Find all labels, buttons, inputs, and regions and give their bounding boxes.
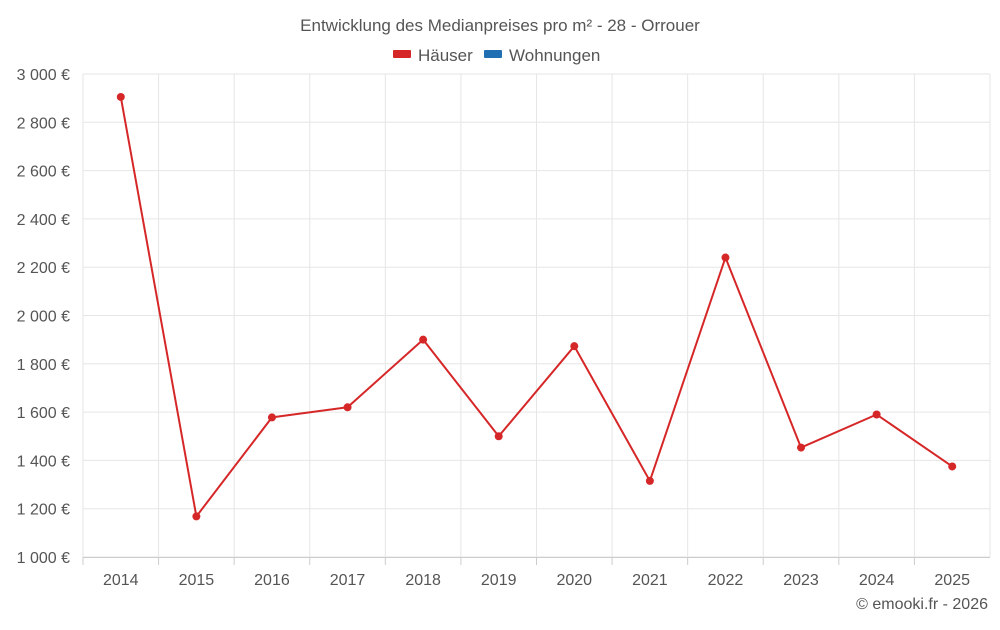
y-tick-label: 2 600 €	[17, 164, 70, 181]
data-point[interactable]	[494, 432, 503, 441]
x-tick-label: 2018	[405, 572, 441, 589]
credit-text: © emooki.fr - 2026	[856, 596, 988, 613]
series-haeuser	[116, 92, 957, 521]
x-tick-label: 2016	[254, 572, 290, 589]
x-tick-label: 2021	[632, 572, 668, 589]
legend-swatch-haeuser	[393, 50, 411, 58]
x-tick-label: 2015	[179, 572, 215, 589]
y-tick-label: 2 000 €	[17, 309, 70, 326]
legend-swatch-wohnungen	[484, 50, 502, 58]
x-tick-label: 2024	[859, 572, 895, 589]
x-tick-label: 2014	[103, 572, 139, 589]
legend-label-wohnungen: Wohnungen	[509, 46, 600, 65]
data-point[interactable]	[192, 512, 201, 521]
series-line	[119, 96, 953, 518]
y-tick-label: 3 000 €	[17, 67, 70, 84]
y-tick-label: 1 800 €	[17, 357, 70, 374]
data-point[interactable]	[570, 342, 579, 351]
legend-item-haeuser[interactable]: Häuser	[393, 46, 473, 65]
y-tick-label: 2 800 €	[17, 115, 70, 132]
y-tick-label: 1 400 €	[17, 453, 70, 470]
data-point[interactable]	[267, 413, 276, 422]
data-point[interactable]	[872, 410, 881, 419]
x-tick-label: 2022	[708, 572, 744, 589]
x-tick-label: 2017	[330, 572, 366, 589]
legend-item-wohnungen[interactable]: Wohnungen	[484, 46, 600, 65]
data-point[interactable]	[645, 476, 654, 485]
data-point[interactable]	[948, 462, 957, 471]
x-tick-label: 2020	[556, 572, 592, 589]
axes: 1 000 € 1 200 € 1 400 € 1 600 € 1 800 € 2 000…	[17, 67, 990, 589]
x-tick-label: 2025	[934, 572, 970, 589]
chart-title: Entwicklung des Medianpreises pro m² - 2…	[300, 16, 700, 35]
data-point[interactable]	[721, 253, 730, 262]
x-tick-label: 2019	[481, 572, 517, 589]
data-point[interactable]	[343, 403, 352, 412]
legend-label-haeuser: Häuser	[418, 46, 473, 65]
data-point[interactable]	[116, 92, 125, 101]
y-tick-label: 2 200 €	[17, 260, 70, 277]
data-point[interactable]	[419, 335, 428, 344]
legend: Häuser Wohnungen	[393, 46, 600, 65]
y-tick-label: 2 400 €	[17, 212, 70, 229]
y-tick-label: 1 000 €	[17, 550, 70, 567]
x-tick-label: 2023	[783, 572, 819, 589]
y-tick-label: 1 600 €	[17, 405, 70, 422]
grid	[82, 73, 991, 558]
y-tick-label: 1 200 €	[17, 502, 70, 519]
data-point[interactable]	[797, 443, 806, 452]
